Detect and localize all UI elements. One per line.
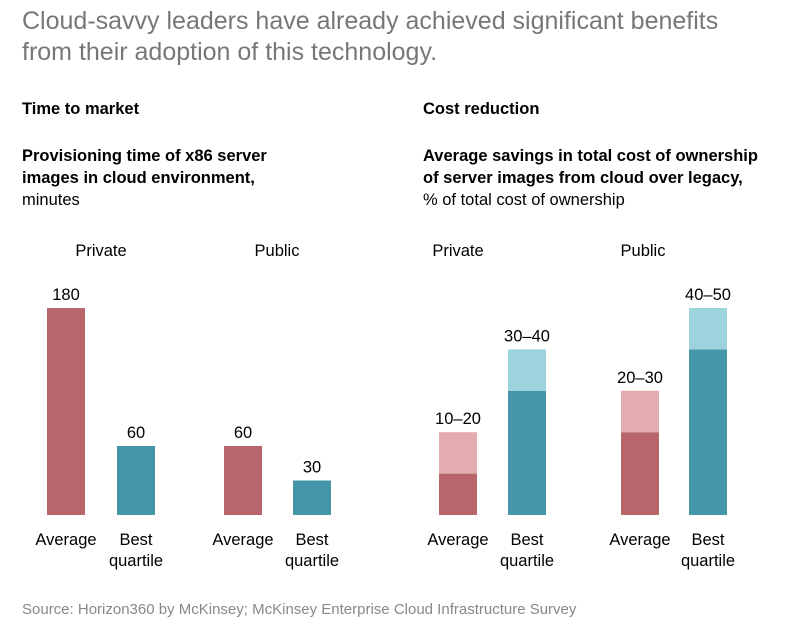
subtitle-line-2: of server images from cloud over legacy, <box>423 169 743 187</box>
category-label-cost-0-0: Average <box>427 531 488 549</box>
bar-time-3 <box>293 480 331 515</box>
bar-low-cost-0 <box>439 473 477 515</box>
category-label-time-1-1: quartile <box>109 552 163 570</box>
category-label-cost-1-1: quartile <box>500 552 554 570</box>
panel-subtitle-cost-reduction: Average savings in total cost of ownersh… <box>423 145 758 211</box>
category-label-cost-3-1: quartile <box>681 552 735 570</box>
category-label-cost-3-0: Best <box>691 531 724 549</box>
subtitle-line-1: Provisioning time of x86 server <box>22 147 267 165</box>
category-label-time-3-0: Best <box>295 531 328 549</box>
category-label-time-3-1: quartile <box>285 552 339 570</box>
bar-time-0 <box>47 308 85 515</box>
value-label-cost-0: 10–20 <box>435 410 481 428</box>
value-label-time-1: 60 <box>127 424 145 442</box>
category-label-cost-1-0: Best <box>510 531 543 549</box>
bar-low-cost-3 <box>689 349 727 515</box>
bar-low-cost-1 <box>508 390 546 515</box>
value-label-time-2: 60 <box>234 424 252 442</box>
category-label-time-2-0: Average <box>212 531 273 549</box>
subtitle-unit: % of total cost of ownership <box>423 191 625 209</box>
value-label-cost-1: 30–40 <box>504 327 550 345</box>
source-note: Source: Horizon360 by McKinsey; McKinsey… <box>22 601 577 618</box>
value-label-cost-3: 40–50 <box>685 286 731 304</box>
headline-line-2: from their adoption of this technology. <box>22 38 438 66</box>
bar-range-cost-0 <box>439 432 477 474</box>
subtitle-unit: minutes <box>22 191 80 209</box>
bar-time-1 <box>117 446 155 515</box>
bar-time-2 <box>224 446 262 515</box>
bar-range-cost-1 <box>508 349 546 391</box>
value-label-cost-2: 20–30 <box>617 369 663 387</box>
group-label-public: Public <box>255 242 300 260</box>
headline: Cloud-savvy leaders have already achieve… <box>22 6 782 68</box>
panel-title-time-to-market: Time to market <box>22 100 140 118</box>
group-label-private: Private <box>75 242 126 260</box>
bar-range-cost-3 <box>689 308 727 350</box>
value-label-time-3: 30 <box>303 459 321 477</box>
bar-range-cost-2 <box>621 390 659 433</box>
panel-subtitle-time-to-market: Provisioning time of x86 server images i… <box>22 145 267 211</box>
headline-line-1: Cloud-savvy leaders have already achieve… <box>22 7 719 35</box>
category-label-time-1-0: Best <box>119 531 152 549</box>
group-label-public: Public <box>621 242 666 260</box>
group-label-private: Private <box>432 242 483 260</box>
subtitle-line-1: Average savings in total cost of ownersh… <box>423 147 758 165</box>
value-label-time-0: 180 <box>52 286 80 304</box>
category-label-cost-2-0: Average <box>609 531 670 549</box>
category-label-time-0-0: Average <box>35 531 96 549</box>
subtitle-line-2: images in cloud environment, <box>22 169 255 187</box>
bar-low-cost-2 <box>621 432 659 515</box>
panel-title-cost-reduction: Cost reduction <box>423 100 540 118</box>
